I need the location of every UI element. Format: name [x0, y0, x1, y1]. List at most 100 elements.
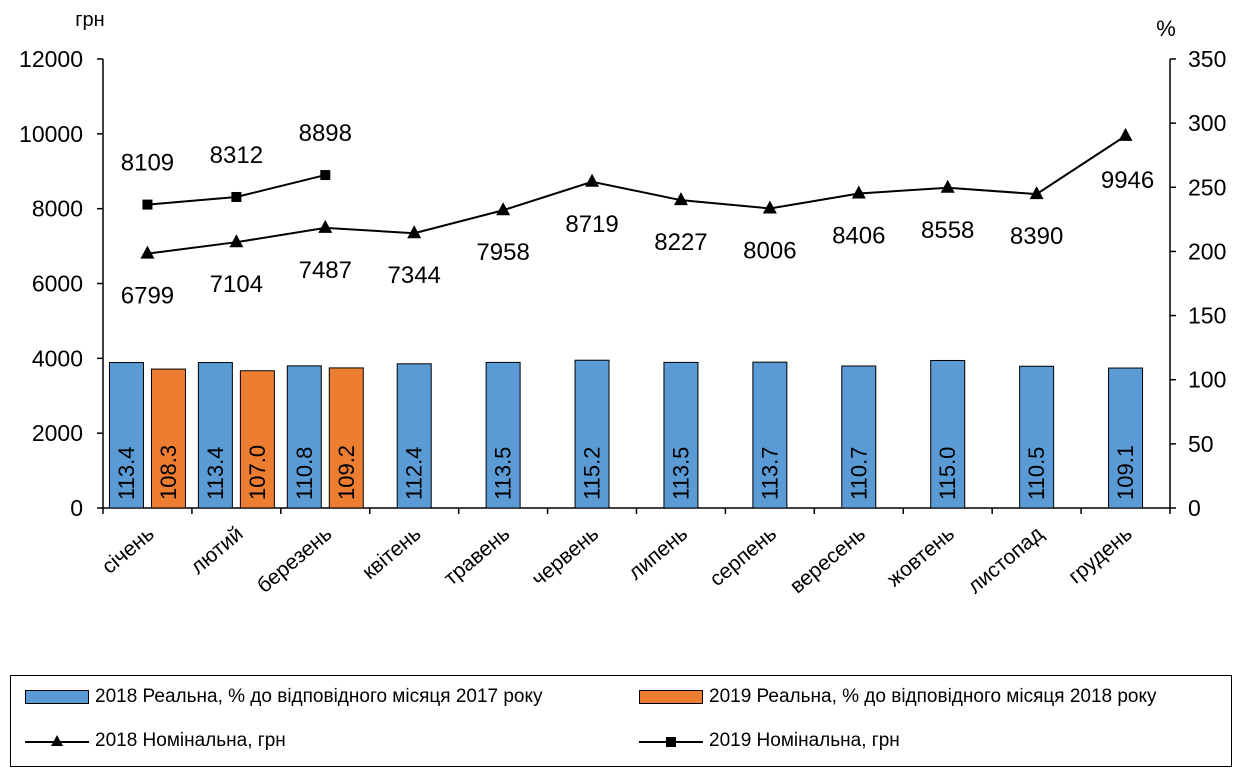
- point-0-2: [318, 219, 333, 233]
- bar-label-0-10: 110.5: [1024, 447, 1049, 500]
- point-label-0-2: 7487: [299, 257, 352, 284]
- bar-0-3: [396, 363, 432, 509]
- point-label-0-0: 6799: [121, 283, 174, 310]
- left-tick-label-5: 10000: [19, 121, 83, 147]
- right-tick-label-5: 250: [1188, 174, 1226, 200]
- bar-0-0: [108, 362, 144, 509]
- axes: 0 2000 4000 6000 8000 10000 12000 0 50 100 150 200 2…: [19, 46, 1226, 598]
- point-label-1-1: 8312: [210, 142, 263, 169]
- legend-swatch-bar-2019: [639, 690, 703, 704]
- legend-item-bar-2019: 2019 Реальна, % до відповідного місяця 2…: [639, 686, 1157, 708]
- data-labels: 113.4 113.4 110.8 112.4 113.5 115.2 113.5 113.7…: [114, 120, 1154, 500]
- point-1-0: [142, 199, 153, 210]
- triangle-marker-icon: [25, 735, 89, 746]
- x-tick-label-1: лютий: [186, 522, 247, 579]
- legend-item-bar-2018: 2018 Реальна, % до відповідного місяця 2…: [25, 686, 543, 708]
- left-tick-label-4: 8000: [32, 196, 83, 222]
- point-label-0-5: 8719: [565, 211, 618, 238]
- bar-0-9: [930, 359, 966, 509]
- right-tick-label-6: 300: [1188, 110, 1226, 136]
- bar-0-1: [197, 362, 233, 509]
- bar-0-5: [574, 359, 610, 509]
- bar-label-0-8: 110.7: [846, 447, 871, 500]
- right-axis-label: %: [1156, 16, 1176, 41]
- bar-0-4: [485, 361, 521, 509]
- legend: 2018 Реальна, % до відповідного місяця 2…: [10, 675, 1232, 767]
- point-0-0: [140, 245, 155, 259]
- bar-1-2: [328, 367, 364, 509]
- x-tick-label-7: серпень: [705, 522, 781, 591]
- square-marker-icon: [639, 737, 703, 747]
- bar-0-7: [752, 361, 788, 509]
- legend-label-line-2019: 2019 Номінальна, грн: [709, 730, 900, 751]
- point-0-9: [940, 179, 955, 193]
- point-label-0-7: 8006: [743, 237, 796, 264]
- x-tick-label-6: липень: [624, 522, 692, 584]
- point-label-0-8: 8406: [832, 222, 885, 249]
- point-0-8: [851, 185, 866, 199]
- bar-1-0: [150, 368, 186, 509]
- point-0-5: [585, 173, 600, 187]
- point-0-1: [229, 234, 244, 248]
- line-0: [147, 135, 1127, 255]
- bar-label-1-2: 109.2: [334, 445, 359, 500]
- bar-label-1-0: 108.3: [156, 445, 181, 500]
- point-label-0-3: 7344: [388, 262, 441, 289]
- bar-label-0-7: 113.7: [757, 447, 782, 500]
- bar-0-10: [1019, 365, 1055, 509]
- bar-1-1: [239, 370, 275, 509]
- bar-label-0-1: 113.4: [203, 447, 228, 500]
- point-label-0-11: 9946: [1101, 167, 1154, 194]
- point-label-0-4: 7958: [476, 239, 529, 266]
- legend-item-line-2018: 2018 Номінальна, грн: [25, 730, 286, 752]
- left-axis-label: грн: [75, 9, 104, 31]
- bar-label-0-2: 110.8: [292, 447, 317, 500]
- point-0-10: [1029, 186, 1044, 200]
- bar-label-0-5: 115.2: [580, 447, 605, 500]
- right-tick-label-1: 50: [1188, 431, 1214, 457]
- point-0-3: [407, 225, 422, 239]
- left-tick-label-1: 2000: [32, 420, 83, 446]
- x-tick-label-3: квітень: [358, 522, 425, 584]
- bar-label-0-0: 113.4: [114, 447, 139, 500]
- bars: [108, 359, 1144, 509]
- legend-item-line-2019: 2019 Номінальна, грн: [639, 730, 900, 752]
- x-tick-label-2: березень: [253, 522, 337, 597]
- point-label-0-10: 8390: [1010, 223, 1063, 250]
- right-tick-label-4: 200: [1188, 238, 1226, 264]
- bar-0-6: [663, 361, 699, 509]
- point-0-4: [496, 202, 511, 216]
- point-1-1: [231, 191, 242, 202]
- x-tick-label-11: грудень: [1064, 522, 1137, 588]
- point-label-1-2: 8898: [299, 120, 352, 147]
- x-tick-label-5: червень: [528, 522, 604, 591]
- chart: 0 2000 4000 6000 8000 10000 12000 0 50 100 150 200 2…: [19, 9, 1226, 598]
- lines: [140, 127, 1133, 259]
- bar-label-0-11: 109.1: [1113, 445, 1138, 500]
- bar-0-2: [286, 365, 322, 509]
- point-0-11: [1118, 127, 1133, 141]
- right-tick-label-2: 100: [1188, 367, 1226, 393]
- point-label-1-0: 8109: [121, 150, 174, 177]
- x-tick-label-8: вересень: [786, 522, 870, 598]
- left-tick-label-6: 12000: [19, 46, 83, 72]
- x-tick-label-0: січень: [98, 522, 159, 578]
- x-tick-label-10: листопад: [963, 522, 1047, 598]
- legend-label-bar-2018: 2018 Реальна, % до відповідного місяця 2…: [95, 686, 543, 707]
- point-0-6: [673, 192, 688, 206]
- legend-label-bar-2019: 2019 Реальна, % до відповідного місяця 2…: [709, 686, 1157, 707]
- legend-swatch-bar-2018: [25, 690, 89, 704]
- point-0-7: [762, 200, 777, 214]
- x-tick-label-9: жовтень: [883, 522, 959, 591]
- right-tick-label-7: 350: [1188, 46, 1226, 72]
- point-label-0-6: 8227: [654, 229, 707, 256]
- x-tick-label-4: травень: [440, 522, 515, 590]
- point-label-0-1: 7104: [210, 271, 263, 298]
- left-tick-label-3: 6000: [32, 271, 83, 297]
- bar-label-0-9: 115.0: [935, 447, 960, 500]
- left-tick-label-0: 0: [70, 495, 83, 521]
- bar-label-1-1: 107.0: [245, 445, 270, 500]
- legend-label-line-2018: 2018 Номінальна, грн: [95, 730, 286, 751]
- point-1-2: [320, 170, 331, 181]
- left-tick-label-2: 4000: [32, 345, 83, 371]
